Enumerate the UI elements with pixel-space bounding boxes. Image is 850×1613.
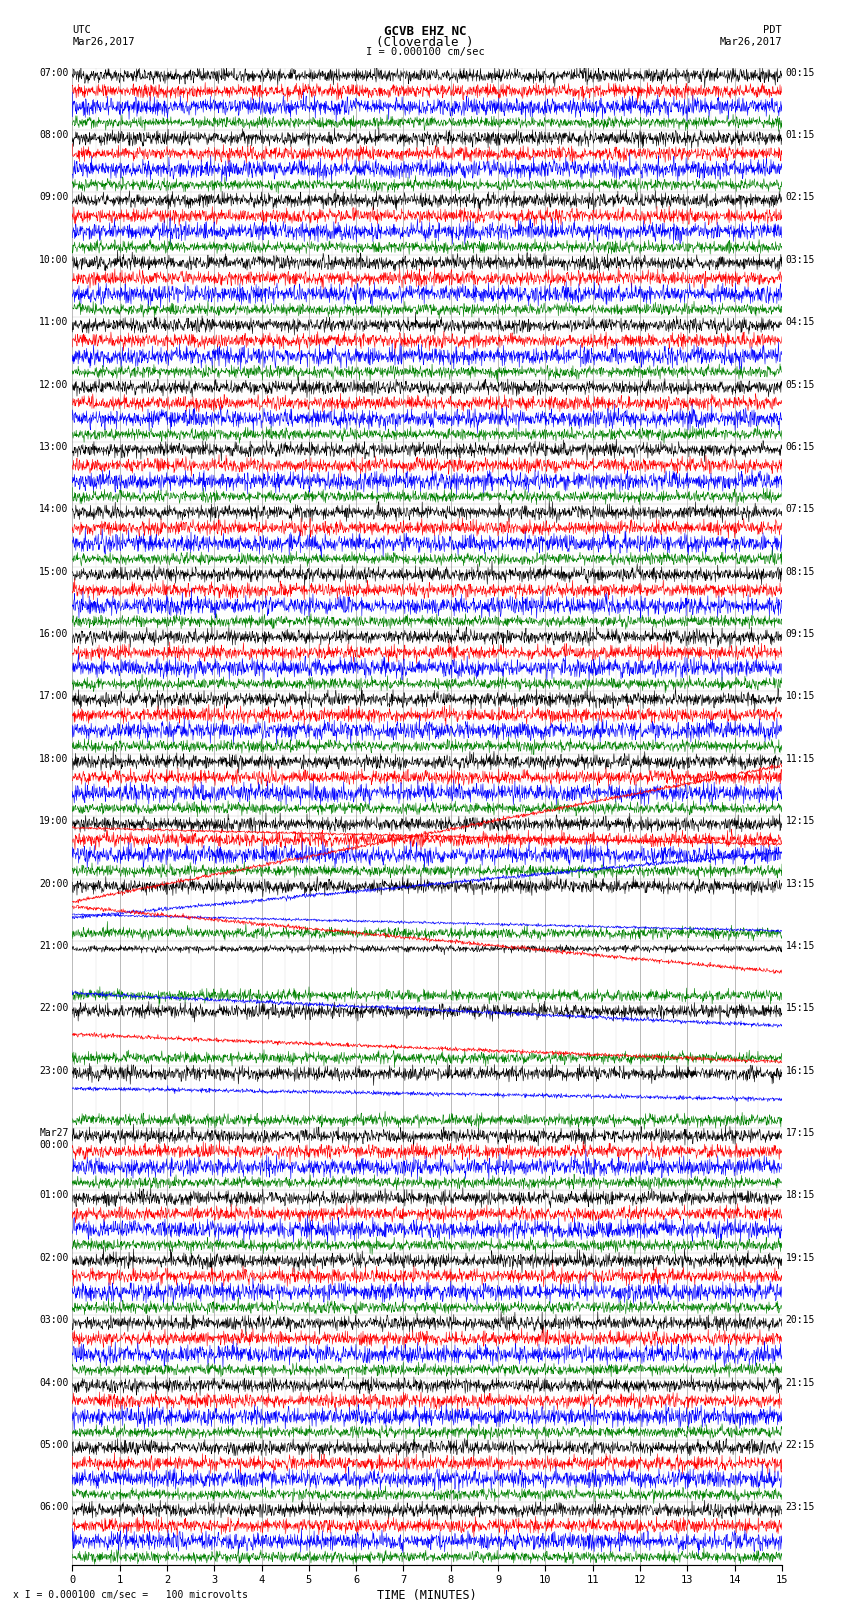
Text: 06:15: 06:15 <box>785 442 815 452</box>
Text: 13:15: 13:15 <box>785 879 815 889</box>
Text: UTC
Mar26,2017: UTC Mar26,2017 <box>72 24 135 47</box>
Text: 21:00: 21:00 <box>39 940 69 952</box>
Text: 18:00: 18:00 <box>39 753 69 765</box>
Text: GCVB EHZ NC: GCVB EHZ NC <box>383 24 467 39</box>
Text: 11:00: 11:00 <box>39 318 69 327</box>
Text: 14:15: 14:15 <box>785 940 815 952</box>
Text: 23:00: 23:00 <box>39 1066 69 1076</box>
Text: 16:15: 16:15 <box>785 1066 815 1076</box>
Text: 14:00: 14:00 <box>39 505 69 515</box>
Text: 06:00: 06:00 <box>39 1502 69 1513</box>
Text: 22:00: 22:00 <box>39 1003 69 1013</box>
X-axis label: TIME (MINUTES): TIME (MINUTES) <box>377 1589 477 1602</box>
Text: 10:15: 10:15 <box>785 692 815 702</box>
Text: 12:15: 12:15 <box>785 816 815 826</box>
Text: I = 0.000100 cm/sec: I = 0.000100 cm/sec <box>366 47 484 56</box>
Text: x I = 0.000100 cm/sec =   100 microvolts: x I = 0.000100 cm/sec = 100 microvolts <box>13 1590 247 1600</box>
Text: 12:00: 12:00 <box>39 379 69 390</box>
Text: 02:15: 02:15 <box>785 192 815 203</box>
Text: 05:15: 05:15 <box>785 379 815 390</box>
Text: Mar27
00:00: Mar27 00:00 <box>39 1127 69 1150</box>
Text: 18:15: 18:15 <box>785 1190 815 1200</box>
Text: 15:15: 15:15 <box>785 1003 815 1013</box>
Text: 05:00: 05:00 <box>39 1440 69 1450</box>
Text: 20:15: 20:15 <box>785 1315 815 1326</box>
Text: 02:00: 02:00 <box>39 1253 69 1263</box>
Text: 15:00: 15:00 <box>39 566 69 577</box>
Text: PDT
Mar26,2017: PDT Mar26,2017 <box>719 24 782 47</box>
Text: 08:15: 08:15 <box>785 566 815 577</box>
Text: 07:15: 07:15 <box>785 505 815 515</box>
Text: 13:00: 13:00 <box>39 442 69 452</box>
Text: 03:15: 03:15 <box>785 255 815 265</box>
Text: 09:00: 09:00 <box>39 192 69 203</box>
Text: 07:00: 07:00 <box>39 68 69 77</box>
Text: 19:00: 19:00 <box>39 816 69 826</box>
Text: 16:00: 16:00 <box>39 629 69 639</box>
Text: 03:00: 03:00 <box>39 1315 69 1326</box>
Text: 01:00: 01:00 <box>39 1190 69 1200</box>
Text: 19:15: 19:15 <box>785 1253 815 1263</box>
Text: 00:15: 00:15 <box>785 68 815 77</box>
Text: 04:00: 04:00 <box>39 1378 69 1387</box>
Text: 23:15: 23:15 <box>785 1502 815 1513</box>
Text: 11:15: 11:15 <box>785 753 815 765</box>
Text: 01:15: 01:15 <box>785 131 815 140</box>
Text: 22:15: 22:15 <box>785 1440 815 1450</box>
Text: 08:00: 08:00 <box>39 131 69 140</box>
Text: 17:15: 17:15 <box>785 1127 815 1139</box>
Text: 04:15: 04:15 <box>785 318 815 327</box>
Text: 17:00: 17:00 <box>39 692 69 702</box>
Text: 21:15: 21:15 <box>785 1378 815 1387</box>
Text: 10:00: 10:00 <box>39 255 69 265</box>
Text: 20:00: 20:00 <box>39 879 69 889</box>
Text: (Cloverdale ): (Cloverdale ) <box>377 37 473 50</box>
Text: 09:15: 09:15 <box>785 629 815 639</box>
